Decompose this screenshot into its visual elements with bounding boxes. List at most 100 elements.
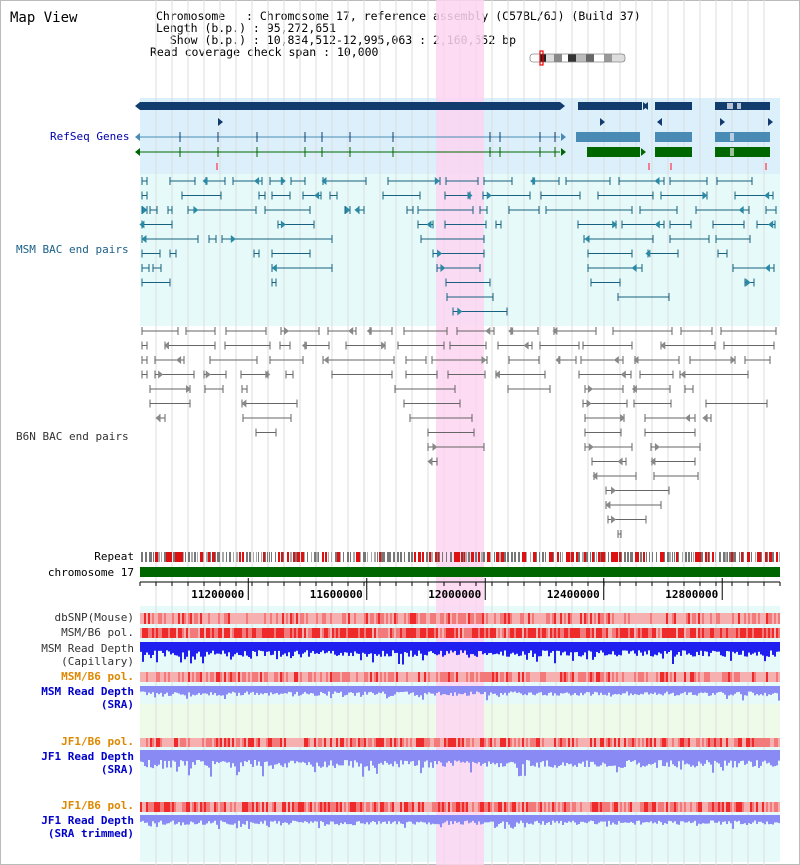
dbsnp-cell [424,613,426,624]
msm-sra-depth-bar [690,686,692,693]
repeat-element [741,552,744,562]
jf1-b6-pol-label[interactable]: JF1/B6 pol. [61,735,134,748]
jf1-read-depth-trimmed-label[interactable]: JF1 Read Depth [41,814,134,827]
msm-capillary-depth-bar [530,642,532,651]
msm-sra-depth-bar [310,686,312,693]
msm-capillary-depth-bar [558,642,560,651]
jf1-pol-cell [556,738,558,747]
msm-pol-cell [556,628,558,638]
msm-bac-label[interactable]: MSM BAC end pairs [16,243,129,256]
msm-pol-cell [318,628,320,638]
jf1-trimmed-depth-bar [272,815,274,822]
msm-sra-depth-bar [498,686,500,697]
msm-b6-pol-sra-label[interactable]: MSM/B6 pol. [61,670,134,683]
msm-pol-sra-cell [542,672,544,682]
msm-capillary-depth-bar [278,642,280,651]
msm-read-depth-sra-label[interactable]: MSM Read Depth [41,685,134,698]
msm-pol-sra-cell [506,672,508,682]
msm-capillary-depth-bar [722,642,724,657]
msm-pol-cell [554,628,556,638]
dbsnp-cell [292,613,294,624]
coverage-key: Read coverage check span : [150,45,337,59]
bac-end-arrow [186,385,191,393]
msm-pol-sra-cell [242,672,244,682]
jf1-pol-cell [598,738,600,747]
b6n-bac-label[interactable]: B6N BAC end pairs [16,430,129,443]
msm-capillary-depth-bar [566,642,568,656]
msm-sra-depth-bar [252,686,254,692]
jf1-pol-cell [636,738,638,747]
msm-pol-sra-cell [698,672,700,682]
jf1-pol-trim-cell [444,802,446,812]
msm-sra-depth-bar [576,686,578,696]
jf1-trimmed-depth-bar [488,815,490,823]
msm-pol-cell [680,628,682,638]
jf1-sra-depth-bar [594,750,596,765]
chromosome-ideogram[interactable] [529,50,626,66]
msm-capillary-depth-bar [632,642,634,651]
msm-pol-cell [172,628,174,638]
jf1-pol-cell [228,738,230,747]
msm-pol-cell [708,628,710,638]
msm-pol-sra-cell [706,672,708,682]
dbsnp-cell [670,613,672,624]
jf1-pol-cell [210,738,212,747]
msm-pol-cell [558,628,560,638]
dbsnp-cell [306,613,308,624]
msm-read-depth-capillary-label[interactable]: MSM Read Depth [41,642,134,655]
msm-pol-cell [362,628,364,638]
msm-pol-sra-cell [594,672,596,682]
dbsnp-cell [432,613,434,624]
msm-pol-sra-cell [636,672,638,682]
repeat-element [518,552,520,562]
msm-pol-cell [412,628,414,638]
msm-pol-cell [256,628,258,638]
jf1-sra-depth-bar [378,750,380,764]
msm-pol-sra-cell [762,672,764,682]
jf1-trimmed-depth-bar [712,815,714,821]
jf1-pol-trim-cell [466,802,468,812]
jf1-trimmed-depth-bar [568,815,570,822]
ideogram-current-position [539,50,544,66]
msm-pol-sra-cell [630,672,632,682]
jf1-pol-trim-cell [330,802,332,812]
msm-sra-depth-bar [630,686,632,694]
jf1-trimmed-depth-bar [426,815,428,825]
bac-end-arrow [586,399,592,408]
jf1-b6-pol-trimmed-label[interactable]: JF1/B6 pol. [61,799,134,812]
repeat-element [197,552,198,562]
jf1-sra-depth-bar [604,750,606,764]
jf1-sra-depth-bar [736,750,738,768]
jf1-pol-cell [686,738,688,747]
repeat-element [267,552,268,562]
dbsnp-cell [536,613,538,624]
dbsnp-cell [574,613,576,624]
msm-capillary-depth-bar [200,642,202,657]
repeat-element [263,552,265,562]
jf1-sra-depth-bar [568,750,570,765]
jf1-trimmed-depth-bar [240,815,242,827]
msm-capillary-depth-bar [252,642,254,651]
jf1-sra-depth-bar [520,750,522,776]
jf1-pol-trim-cell [576,802,578,812]
repeat-element [731,552,734,562]
dbsnp-cell [152,613,154,624]
jf1-sra-depth-bar [326,750,328,768]
dbsnp-cell [264,613,266,624]
repeat-element [367,552,368,562]
jf1-pol-trim-cell [468,802,470,812]
msm-capillary-depth-bar [236,642,238,653]
jf1-sra-depth-bar [174,750,176,762]
msm-b6-pol-label[interactable]: MSM/B6 pol. [61,626,134,639]
repeat-element [400,552,402,562]
dbsnp-label[interactable]: dbSNP(Mouse) [54,611,134,624]
jf1-pol-cell [256,738,258,747]
msm-pol-cell [530,628,532,638]
dbsnp-cell [576,613,578,624]
refseq-genes-label[interactable]: RefSeq Genes [50,130,130,143]
msm-capillary-depth-bar [436,642,438,656]
msm-capillary-depth-bar [618,642,620,655]
jf1-read-depth-sra-label[interactable]: JF1 Read Depth [41,750,134,763]
repeat-element [701,552,703,562]
